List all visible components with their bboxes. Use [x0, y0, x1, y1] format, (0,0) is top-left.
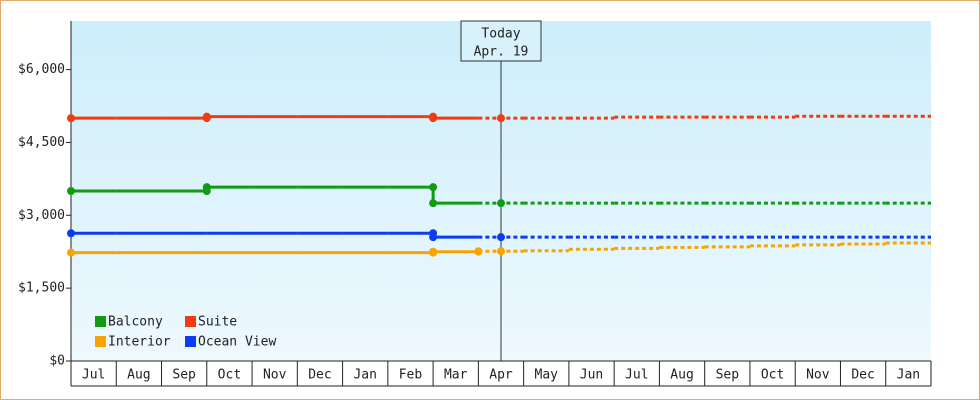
x-tick-label: Feb	[399, 368, 423, 383]
x-tick-label: Sep	[716, 368, 740, 383]
x-tick-label: Oct	[761, 368, 784, 383]
legend-swatch	[95, 316, 106, 327]
today-dot	[497, 247, 505, 256]
y-tick-label: $0	[49, 354, 65, 369]
today-date: Apr. 19	[474, 45, 529, 60]
change-dot	[429, 247, 438, 256]
legend-label: Balcony	[108, 315, 163, 330]
legend-swatch	[185, 316, 196, 327]
legend-swatch	[95, 336, 106, 347]
today-title: Today	[481, 27, 520, 42]
x-tick-label: Jan	[353, 368, 376, 383]
today-dot	[497, 233, 505, 242]
legend-label: Ocean View	[198, 335, 276, 350]
x-tick-label: Dec	[851, 368, 874, 383]
change-dot	[429, 199, 438, 208]
today-dot	[497, 199, 505, 208]
change-dot	[202, 112, 211, 121]
start-dot	[67, 187, 75, 195]
y-tick-label: $6,000	[18, 62, 65, 77]
x-tick-label: Dec	[308, 368, 331, 383]
x-tick-label: Nov	[263, 368, 287, 383]
legend-label: Suite	[198, 315, 237, 330]
x-tick-label: Jul	[82, 368, 105, 383]
x-tick-label: Jan	[897, 368, 920, 383]
x-tick-label: Jun	[580, 368, 603, 383]
change-dot	[429, 233, 438, 242]
y-tick-label: $3,000	[18, 208, 65, 223]
x-tick-label: Jul	[625, 368, 648, 383]
change-dot	[429, 114, 438, 123]
x-tick-label: Aug	[670, 368, 693, 383]
today-dot	[497, 114, 505, 123]
x-tick-label: Oct	[218, 368, 241, 383]
x-tick-label: Sep	[172, 368, 196, 383]
x-tick-label: Apr	[489, 368, 513, 383]
change-dot	[202, 183, 211, 192]
x-tick-label: Aug	[127, 368, 150, 383]
start-dot	[67, 229, 75, 238]
x-tick-label: Mar	[444, 368, 468, 383]
y-tick-label: $4,500	[18, 135, 65, 150]
start-dot	[67, 248, 75, 257]
today-box	[460, 20, 542, 62]
change-dot	[429, 183, 438, 192]
change-dot	[474, 247, 483, 256]
legend-label: Interior	[108, 335, 171, 350]
x-tick-label: May	[535, 368, 559, 383]
x-tick-label: Nov	[806, 368, 830, 383]
legend-swatch	[185, 336, 196, 347]
y-tick-label: $1,500	[18, 281, 65, 296]
start-dot	[67, 114, 75, 123]
